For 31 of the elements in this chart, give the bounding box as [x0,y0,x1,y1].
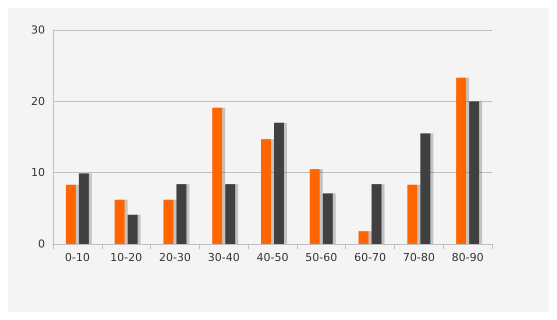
x-tick-label: 50-60 [305,251,338,264]
x-tick-label: 0-10 [64,251,90,264]
x-tick-label: 10-20 [110,251,142,264]
bar [420,133,430,244]
bar [469,101,480,244]
bar [310,169,320,244]
bar [456,78,466,244]
y-tick-label: 0 [38,238,45,250]
bar [176,184,186,244]
x-tick-label: 30-40 [208,251,240,264]
bar [358,231,369,244]
y-tick-label: 10 [31,166,45,180]
bar [66,184,76,244]
x-tick-label: 40-50 [256,251,288,264]
bar [274,122,284,244]
x-tick-label: 80-90 [452,251,484,264]
x-tick-label: 20-30 [158,251,191,264]
bar [114,200,125,244]
x-tick-label: 70-80 [402,251,435,264]
y-tick-label: 20 [31,94,45,108]
bar [212,108,222,244]
bar [128,214,138,244]
bar [163,200,174,244]
bar [261,139,271,244]
bar [372,184,382,244]
x-tick-label: 60-70 [354,251,386,264]
bar [322,193,333,244]
bar [407,184,418,244]
bar [78,173,89,244]
y-tick-label: 30 [31,24,45,36]
bar [225,184,236,244]
